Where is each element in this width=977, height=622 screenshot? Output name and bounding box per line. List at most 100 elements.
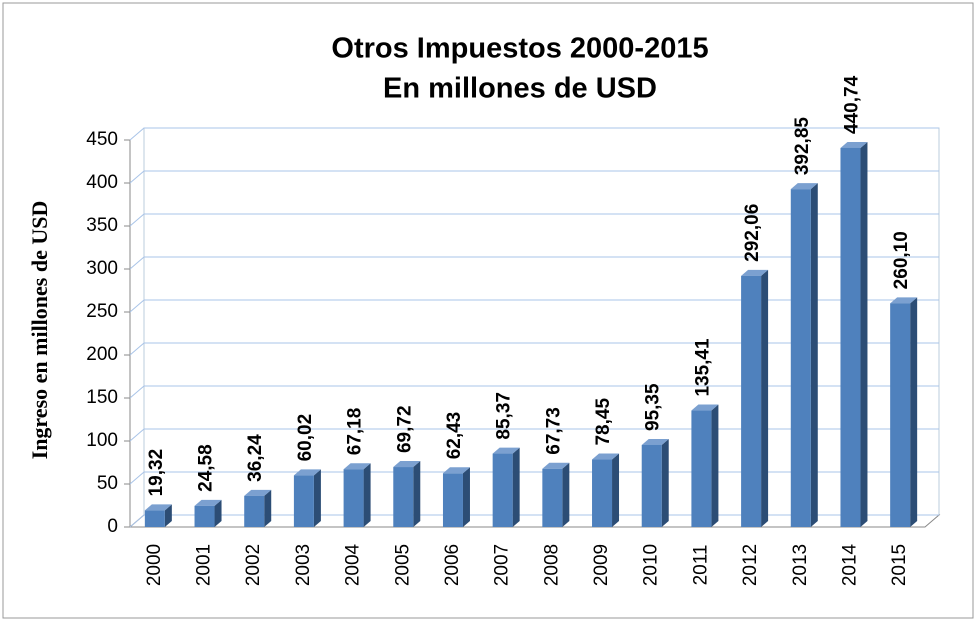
x-tick-label: 2008: [541, 544, 562, 586]
grid-line: [129, 514, 939, 528]
x-tick-label: 2010: [641, 544, 662, 586]
x-tick-label: 2015: [889, 544, 910, 586]
data-label: 24,58: [196, 444, 217, 492]
bar-side: [612, 453, 620, 527]
y-axis-label: Ingreso en millones de USD: [27, 201, 52, 460]
bar: [641, 444, 662, 527]
chart-subtitle: En millones de USD: [383, 73, 657, 105]
bar: [343, 469, 364, 527]
y-tick-label: 250: [86, 301, 118, 322]
data-label: 62,43: [444, 412, 465, 460]
x-tick-label: 2012: [740, 544, 761, 586]
grid-line: [129, 385, 939, 399]
bar: [293, 475, 314, 527]
bar-side: [512, 447, 520, 527]
data-label: 260,10: [891, 231, 912, 289]
bar-side: [164, 504, 172, 527]
bar-side: [264, 489, 272, 527]
grid-line: [129, 342, 939, 356]
bar: [691, 410, 712, 527]
grid-line: [129, 127, 939, 141]
bar-side: [860, 141, 868, 527]
bar-side: [313, 469, 321, 527]
y-tick-label: 50: [97, 473, 118, 494]
data-label: 69,72: [394, 405, 415, 453]
bar-top: [691, 404, 719, 411]
bar-side: [761, 269, 769, 527]
bar-top: [194, 499, 222, 506]
x-tick-label: 2006: [442, 544, 463, 586]
bar: [840, 147, 861, 527]
data-label: 135,41: [692, 338, 713, 397]
bar-side: [214, 499, 222, 527]
bar-top: [790, 183, 818, 190]
data-label: 67,18: [345, 408, 366, 456]
y-tick-label: 200: [86, 344, 118, 365]
bar: [890, 303, 911, 527]
grid-line: [129, 170, 939, 184]
y-tick-label: 100: [86, 430, 118, 451]
bar-top: [641, 438, 669, 445]
data-label: 78,45: [593, 398, 614, 446]
x-tick-label: 2001: [194, 544, 215, 586]
bar-top: [244, 489, 272, 496]
bar-top: [144, 504, 172, 511]
bar-side: [462, 467, 470, 527]
bar: [393, 467, 414, 527]
bar: [442, 473, 463, 527]
data-label: 392,85: [792, 117, 813, 176]
bar-side: [413, 461, 421, 527]
bar-top: [542, 462, 570, 469]
bar-top: [393, 461, 421, 468]
data-label: 19,32: [146, 449, 167, 497]
data-label: 67,73: [543, 407, 564, 455]
x-tick-label: 2007: [492, 544, 513, 586]
bar-top: [293, 469, 321, 476]
bar: [144, 510, 165, 527]
bar-side: [910, 297, 918, 527]
grid-line: [129, 471, 939, 485]
bar-side: [711, 404, 719, 527]
bar-top: [741, 269, 769, 276]
bar-side: [810, 183, 818, 528]
grid-line: [129, 428, 939, 442]
data-label: 95,35: [643, 383, 664, 431]
data-label: 36,24: [245, 434, 266, 482]
bar-top: [492, 447, 520, 454]
x-tick-label: 2000: [144, 544, 165, 586]
bar-side: [363, 463, 371, 527]
bar-side: [661, 438, 669, 527]
y-tick-label: 300: [86, 258, 118, 279]
bar-top: [890, 297, 918, 304]
grid-line: [129, 256, 939, 270]
x-tick-label: 2011: [690, 545, 711, 586]
bar: [790, 189, 811, 528]
y-tick-label: 350: [86, 215, 118, 236]
bar: [592, 459, 613, 527]
x-tick-label: 2014: [839, 543, 860, 586]
x-tick-label: 2003: [293, 544, 314, 586]
bar: [244, 495, 265, 527]
bar: [741, 275, 762, 527]
bar-top: [442, 467, 470, 474]
data-label: 85,37: [494, 392, 515, 440]
bar-top: [343, 463, 371, 470]
data-label: 440,74: [841, 75, 862, 134]
x-tick-label: 2009: [591, 544, 612, 586]
bar: [492, 453, 513, 527]
grid-line: [129, 299, 939, 313]
bar-side: [562, 462, 570, 527]
bar-top: [592, 453, 620, 460]
y-tick-label: 0: [107, 516, 118, 537]
x-tick-label: 2002: [243, 544, 264, 586]
bar: [194, 505, 215, 527]
grid-line: [129, 213, 939, 227]
data-label: 292,06: [742, 204, 763, 262]
y-tick-label: 150: [86, 387, 118, 408]
y-tick-label: 450: [86, 129, 118, 150]
data-label: 60,02: [295, 414, 316, 462]
y-tick-label: 400: [86, 172, 118, 193]
x-tick-label: 2005: [392, 544, 413, 586]
